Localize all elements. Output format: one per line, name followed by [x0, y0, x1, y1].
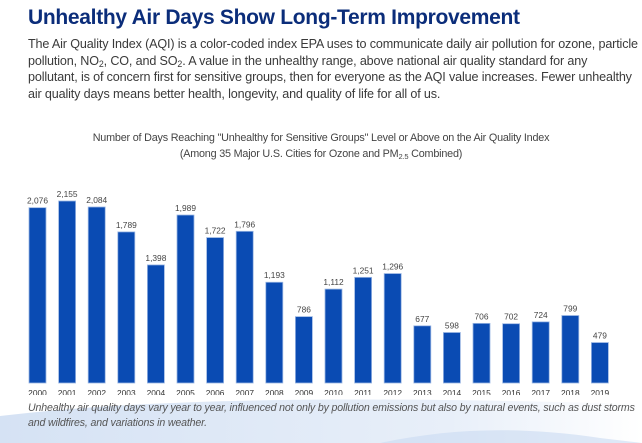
bar-2004 [146, 264, 165, 384]
data-label-2016: 702 [504, 312, 518, 322]
x-tick-label-2001: 2001 [58, 388, 77, 395]
bar-2013 [413, 325, 432, 384]
x-tick-label-2008: 2008 [265, 388, 284, 395]
bar-2002 [87, 206, 106, 384]
bar-2000 [28, 207, 47, 384]
bar-2007 [235, 230, 254, 384]
x-tick-label-2018: 2018 [561, 388, 580, 395]
data-label-2018: 799 [563, 304, 577, 314]
intro-paragraph: The Air Quality Index (AQI) is a color-c… [28, 36, 640, 102]
data-label-2004: 1,398 [145, 253, 166, 263]
x-tick-label-2017: 2017 [531, 388, 550, 395]
x-tick-label-2007: 2007 [235, 388, 254, 395]
x-tick-label-2002: 2002 [87, 388, 106, 395]
x-tick-label-2005: 2005 [176, 388, 195, 395]
x-tick-label-2000: 2000 [28, 388, 47, 395]
bar-2016 [502, 323, 521, 384]
bar-2014 [442, 332, 461, 384]
data-label-2008: 1,193 [264, 270, 285, 280]
intro-text: The Air Quality Index (AQI) is a color-c… [28, 37, 638, 68]
data-label-2017: 724 [534, 310, 548, 320]
x-tick-label-2003: 2003 [117, 388, 136, 395]
data-label-2000: 2,076 [27, 196, 48, 206]
bar-2008 [265, 281, 284, 384]
data-label-2003: 1,789 [116, 220, 137, 230]
bar-2017 [531, 321, 550, 384]
chart-title: Number of Days Reaching "Unhealthy for S… [92, 132, 550, 144]
x-tick-label-2009: 2009 [295, 388, 314, 395]
bar-2015 [472, 322, 491, 384]
bar-2006 [206, 237, 225, 384]
bar-2003 [117, 231, 136, 384]
data-label-2009: 786 [297, 305, 311, 315]
bar-2005 [176, 214, 195, 384]
x-tick-label-2010: 2010 [324, 388, 343, 395]
data-label-2002: 2,084 [86, 195, 107, 205]
x-tick-label-2006: 2006 [206, 388, 225, 395]
data-label-2015: 706 [475, 311, 489, 321]
chart-subtitle-text: (Among 35 Major U.S. Cities for Ozone an… [179, 148, 399, 160]
bar-2011 [354, 276, 373, 384]
x-tick-label-2015: 2015 [472, 388, 491, 395]
data-label-2019: 479 [593, 331, 607, 341]
data-label-2011: 1,251 [353, 265, 374, 275]
intro-text: , CO, and SO [103, 53, 178, 68]
chart-subtitle-subscript: 2.5 [398, 152, 409, 161]
page-title: Unhealthy Air Days Show Long-Term Improv… [28, 6, 520, 29]
chart-subtitle-text: Combined) [408, 148, 463, 160]
data-label-2010: 1,112 [323, 277, 344, 287]
bar-2001 [58, 200, 76, 384]
bar-2019 [591, 342, 609, 384]
chart-subtitle: (Among 35 Major U.S. Cities for Ozone an… [0, 146, 642, 162]
data-label-2001: 2,155 [57, 189, 78, 199]
x-tick-label-2013: 2013 [413, 388, 432, 395]
data-label-2006: 1,722 [205, 226, 226, 236]
x-tick-label-2016: 2016 [502, 388, 521, 395]
data-label-2007: 1,796 [234, 219, 255, 229]
data-label-2012: 1,296 [382, 262, 403, 272]
data-label-2013: 677 [415, 314, 429, 324]
bar-2010 [324, 288, 343, 384]
x-tick-label-2012: 2012 [383, 388, 402, 395]
bar-2018 [561, 315, 580, 384]
bar-2012 [383, 273, 402, 384]
x-tick-label-2014: 2014 [443, 388, 462, 395]
data-label-2014: 598 [445, 320, 459, 330]
footer-swoosh-background [0, 399, 642, 443]
chart-caption: Unhealthy air quality days vary year to … [28, 402, 635, 429]
intro-text: . A value in the unhealthy range, above … [28, 53, 632, 101]
intro-subscript: 2 [177, 58, 183, 69]
x-tick-label-2019: 2019 [591, 388, 610, 395]
x-tick-label-2004: 2004 [147, 388, 166, 395]
intro-subscript: 2 [98, 58, 104, 69]
data-label-2005: 1,989 [175, 203, 196, 213]
bar-2009 [294, 316, 313, 384]
x-tick-label-2011: 2011 [354, 388, 372, 395]
bar-chart: 2,076 2000 2,155 2001 2,084 2002 1,789 2003 1,39… [27, 189, 610, 395]
chart-title-block: Number of Days Reaching "Unhealthy for S… [0, 130, 642, 162]
